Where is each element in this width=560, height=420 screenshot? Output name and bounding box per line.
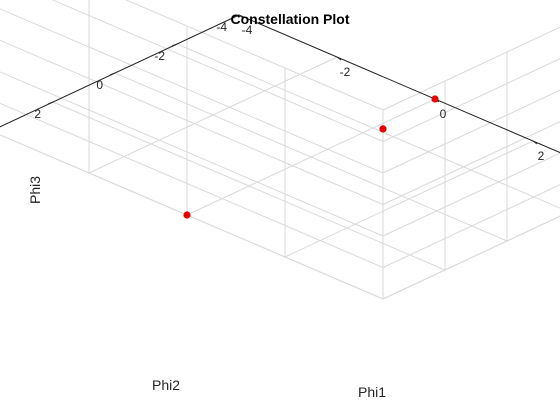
- back-wall-gridline-z: [51, 0, 384, 142]
- y-tick-label: 0: [96, 78, 103, 92]
- x-axis-line: [238, 14, 560, 154]
- x-tick: [238, 14, 244, 19]
- back-wall-gridline-z: [0, 102, 384, 268]
- side-wall-gridline-z: [382, 215, 560, 300]
- x-tick-label: 0: [440, 107, 447, 121]
- y-tick-label: -2: [154, 49, 165, 63]
- axes: [0, 14, 560, 154]
- chart-title: Constellation Plot: [231, 11, 350, 27]
- data-points: [183, 95, 439, 219]
- y-tick: [109, 72, 116, 76]
- data-point: [183, 211, 191, 219]
- back-wall-gridline-z: [0, 39, 384, 205]
- floor-gridline-x: [382, 215, 560, 300]
- x-tick-label: -2: [340, 65, 351, 79]
- side-wall-gridline-z: [382, 121, 560, 205]
- grid: [0, 0, 560, 300]
- y-tick: [47, 101, 54, 105]
- z-axis-label: Phi3: [27, 176, 43, 204]
- side-wall-gridline-z: [382, 152, 560, 237]
- back-wall-gridline-z: [0, 134, 384, 300]
- back-wall-gridline-z: [0, 8, 384, 174]
- side-wall-gridline-z: [382, 58, 560, 142]
- side-wall-gridline-z: [382, 184, 560, 268]
- back-wall-gridline-z: [125, 0, 384, 111]
- x-tick-label: -4: [242, 23, 253, 37]
- y-tick-label: 2: [34, 107, 41, 121]
- back-wall-gridline-z: [0, 71, 384, 237]
- y-axis-label: Phi2: [152, 377, 180, 393]
- x-tick: [336, 56, 342, 61]
- floor-gridline-y: [52, 101, 446, 271]
- x-axis-label: Phi1: [358, 384, 386, 400]
- floor-gridline-y: [238, 14, 560, 154]
- floor-gridline-y: [114, 72, 508, 242]
- floor-gridline-y: [0, 134, 384, 300]
- side-wall-gridline-z: [382, 89, 560, 174]
- x-tick-label: 2: [538, 149, 545, 163]
- data-point: [431, 95, 439, 103]
- data-point: [379, 125, 387, 133]
- floor-gridline-y: [176, 43, 560, 209]
- y-tick: [233, 14, 240, 18]
- y-tick: [171, 43, 178, 47]
- side-wall-gridline-z: [382, 26, 560, 111]
- y-tick-label: -4: [216, 20, 227, 34]
- tick-labels: -4-2024-4-202400.511.522.53: [34, 20, 545, 163]
- x-tick: [532, 140, 538, 145]
